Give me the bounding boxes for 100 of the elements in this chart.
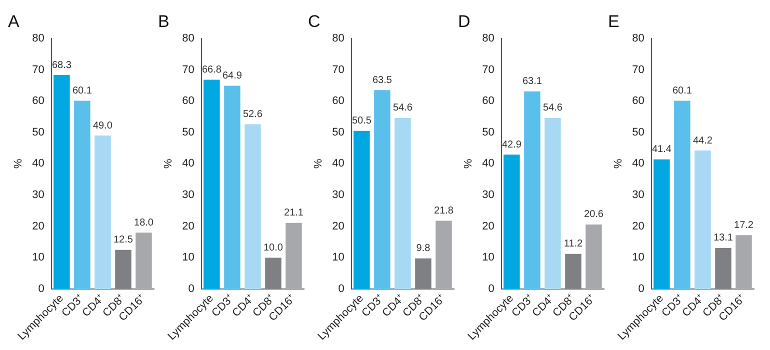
data-label: 17.2 [734,220,754,231]
y-tick-label: 30 [482,189,494,202]
bar [286,222,302,290]
chart-title: D [458,12,470,31]
y-tick-label: 20 [632,220,644,232]
bar [586,224,602,290]
y-tick-label: 10 [482,252,494,264]
data-label: 12.5 [113,234,134,246]
y-tick-label: 60 [632,95,644,108]
y-tick-label: 70 [32,64,44,76]
y-tick-label: 30 [182,189,194,202]
data-label: 11.2 [564,238,584,250]
y-tick-label: 20 [332,220,344,232]
y-tick-label: 50 [32,126,44,138]
data-label: 54.6 [392,102,413,114]
y-tick-label: 20 [182,220,194,232]
bar [394,118,411,290]
y-tick-label: 80 [332,32,344,44]
data-label: 13.1 [713,232,734,244]
bar [674,100,690,290]
y-tick-label: 40 [332,158,344,170]
y-tick-label: 40 [32,158,44,170]
y-tick-label: 70 [632,64,644,76]
bar [524,91,540,290]
bar [694,150,711,290]
data-label: 50.5 [352,116,372,127]
y-tick-label: 80 [482,32,494,44]
data-label: 64.9 [222,70,242,82]
y-axis-title: % [462,158,475,169]
data-label: 66.8 [202,64,222,76]
data-label: 42.9 [502,139,522,150]
y-tick-label: 10 [632,252,644,264]
bar [354,130,370,290]
y-tick-label: 10 [32,252,44,264]
bar [654,159,670,290]
y-tick-label: 80 [632,32,644,44]
bar [224,86,240,290]
data-label: 60.1 [72,85,92,96]
data-label: 41.4 [652,144,672,156]
y-tick-label: 40 [632,158,644,170]
y-tick-label: 30 [632,189,644,202]
y-axis-title: % [162,158,175,169]
bar [54,75,70,290]
y-tick-label: 60 [482,95,494,108]
chart-title: A [8,12,20,31]
bar [136,232,152,290]
data-label: 18.0 [134,217,154,228]
bar [115,250,132,290]
y-tick-label: 80 [32,32,44,44]
bar [265,258,282,290]
y-tick-label: 60 [32,95,44,108]
y-tick-label: 50 [482,126,494,138]
data-label: 21.8 [434,205,454,216]
y-tick-label: 30 [332,189,344,202]
bar [74,100,90,290]
bar [565,254,582,290]
y-axis-title: % [312,158,325,169]
y-tick-label: 60 [332,95,344,108]
chart-title: C [308,12,320,31]
y-tick-label: 40 [182,158,194,170]
y-tick-label: 50 [332,126,344,138]
y-tick-label: 70 [182,64,194,76]
bar [204,80,220,290]
y-tick-label: 0 [638,283,644,296]
y-tick-label: 70 [482,64,494,76]
data-label: 60.1 [672,85,692,96]
y-tick-label: 10 [332,252,344,264]
y-tick-label: 0 [38,283,44,296]
y-tick-label: 0 [188,283,194,296]
bar [544,118,561,290]
y-tick-label: 60 [182,95,194,108]
y-tick-label: 30 [32,189,44,202]
bar [736,235,752,290]
bar [94,136,111,290]
data-label: 49.0 [92,120,113,132]
bar [715,248,732,290]
chart-title: B [158,12,170,31]
data-label: 21.1 [284,208,304,219]
data-label: 63.1 [522,76,542,88]
y-tick-label: 40 [482,158,494,170]
data-label: 10.0 [263,242,284,254]
data-label: 68.3 [52,60,72,71]
y-axis-title: % [12,158,25,169]
y-tick-label: 70 [332,64,344,76]
y-tick-label: 0 [338,283,344,296]
y-tick-label: 10 [182,252,194,264]
bar [436,220,452,290]
data-label: 9.8 [416,243,431,254]
y-tick-label: 20 [482,220,494,232]
data-label: 20.6 [584,209,604,220]
data-label: 44.2 [692,135,713,146]
data-label: 63.5 [372,74,392,86]
y-tick-label: 20 [32,220,44,232]
bar [415,258,432,290]
bar [504,154,520,290]
y-tick-label: 50 [182,126,194,138]
bar [244,124,261,290]
chart-title: E [608,12,620,31]
bar [374,90,390,290]
y-tick-label: 80 [182,32,194,44]
